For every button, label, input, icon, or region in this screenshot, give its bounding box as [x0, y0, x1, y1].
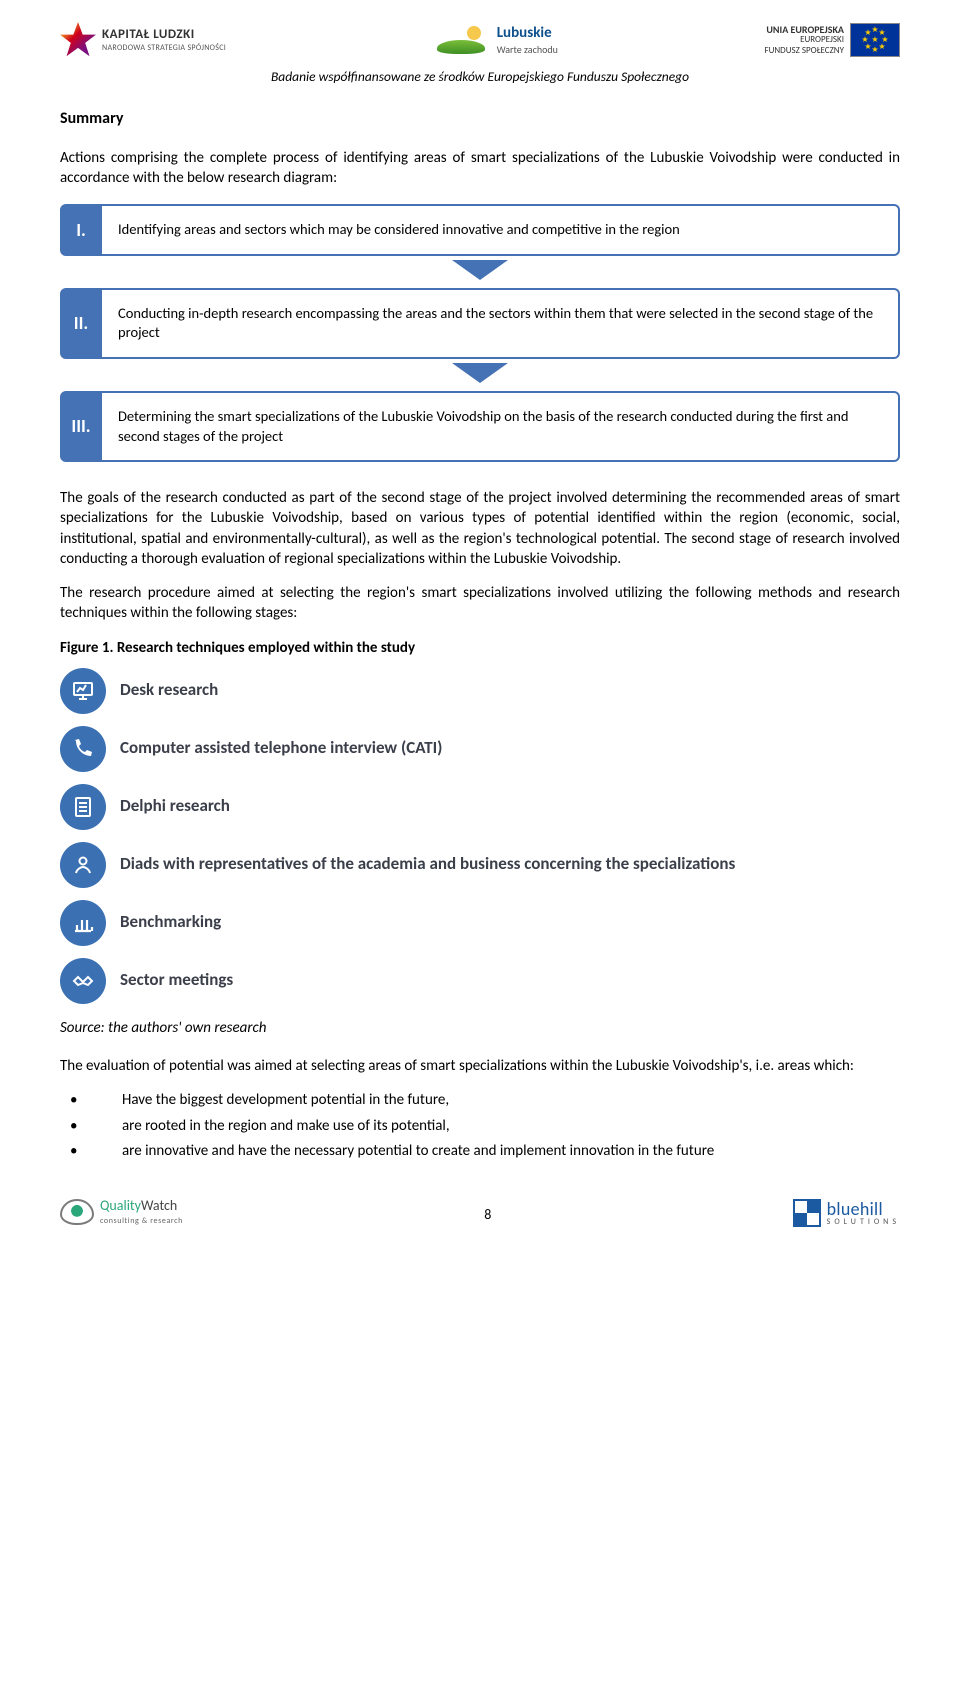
funding-subheading: Badanie współfinansowane ze środków Euro… — [60, 68, 900, 86]
lub-title: Lubuskie — [497, 23, 558, 43]
intro-paragraph: Actions comprising the complete process … — [60, 148, 900, 189]
figure-source: Source: the authors' own research — [60, 1018, 900, 1038]
technique-cati: Computer assisted telephone interview (C… — [60, 726, 900, 772]
paragraph-goals: The goals of the research conducted as p… — [60, 488, 900, 569]
stage-3-number: III. — [60, 391, 102, 462]
technique-diads: Diads with representatives of the academ… — [60, 842, 900, 888]
stage-1: I. Identifying areas and sectors which m… — [60, 204, 900, 256]
paragraph-evaluation: The evaluation of potential was aimed at… — [60, 1056, 900, 1076]
technique-label: Computer assisted telephone interview (C… — [120, 737, 442, 760]
bluehill-square-icon — [793, 1199, 821, 1227]
eu-flag-icon — [850, 23, 900, 57]
technique-label: Desk research — [120, 679, 218, 702]
bullet-item: Have the biggest development potential i… — [122, 1090, 900, 1110]
technique-label: Benchmarking — [120, 911, 221, 934]
technique-desk-research: Desk research — [60, 668, 900, 714]
stage-2-number: II. — [60, 288, 102, 359]
technique-label: Delphi research — [120, 795, 230, 818]
kl-title: KAPITAŁ LUDZKI — [102, 26, 226, 44]
qw-tagline: consulting & research — [100, 1216, 183, 1227]
kl-subtitle: NARODOWA STRATEGIA SPÓJNOŚCI — [102, 43, 226, 54]
stage-3: III. Determining the smart specializatio… — [60, 391, 900, 462]
qw-word2: Watch — [141, 1197, 177, 1214]
paragraph-methods: The research procedure aimed at selectin… — [60, 583, 900, 624]
logo-kapital-ludzki: KAPITAŁ LUDZKI NARODOWA STRATEGIA SPÓJNO… — [60, 22, 226, 58]
eu-line3: FUNDUSZ SPOŁECZNY — [764, 46, 844, 56]
stage-3-text: Determining the smart specializations of… — [102, 391, 900, 462]
bh-name: bluehill — [827, 1200, 900, 1218]
technique-delphi: Delphi research — [60, 784, 900, 830]
bullet-item: are innovative and have the necessary po… — [122, 1141, 900, 1161]
lub-subtitle: Warte zachodu — [497, 43, 558, 57]
technique-benchmarking: Benchmarking — [60, 900, 900, 946]
logo-bluehill: bluehill SOLUTIONS — [793, 1199, 900, 1227]
stage-1-text: Identifying areas and sectors which may … — [102, 204, 900, 256]
phone-icon — [60, 726, 106, 772]
technique-label: Sector meetings — [120, 969, 233, 992]
technique-label: Diads with representatives of the academ… — [120, 853, 735, 876]
person-icon — [60, 842, 106, 888]
header-logo-row: KAPITAŁ LUDZKI NARODOWA STRATEGIA SPÓJNO… — [60, 20, 900, 60]
star-icon — [60, 22, 96, 58]
qw-word1: Quality — [100, 1197, 141, 1214]
arrow-down-icon — [452, 260, 508, 280]
page-number: 8 — [484, 1206, 491, 1227]
bh-tagline: SOLUTIONS — [827, 1218, 900, 1226]
bar-chart-icon — [60, 900, 106, 946]
eye-icon — [60, 1199, 94, 1225]
bullet-item: are rooted in the region and make use of… — [122, 1116, 900, 1136]
page-footer: QualityWatch consulting & research 8 blu… — [60, 1197, 900, 1227]
arrow-down-icon — [452, 363, 508, 383]
technique-sector-meetings: Sector meetings — [60, 958, 900, 1004]
monitor-icon — [60, 668, 106, 714]
logo-qualitywatch: QualityWatch consulting & research — [60, 1197, 183, 1227]
logo-lubuskie: Lubuskie Warte zachodu — [433, 20, 558, 60]
stage-2: II. Conducting in-depth research encompa… — [60, 288, 900, 359]
handshake-icon — [60, 958, 106, 1004]
stage-1-number: I. — [60, 204, 102, 256]
stage-2-text: Conducting in-depth research encompassin… — [102, 288, 900, 359]
page-title: Summary — [60, 108, 900, 130]
lubuskie-swoosh-icon — [433, 20, 489, 60]
logo-eu: UNIA EUROPEJSKA EUROPEJSKI FUNDUSZ SPOŁE… — [764, 23, 900, 57]
figure-1-title: Figure 1. Research techniques employed w… — [60, 638, 900, 658]
clipboard-icon — [60, 784, 106, 830]
bullet-list: Have the biggest development potential i… — [60, 1090, 900, 1161]
